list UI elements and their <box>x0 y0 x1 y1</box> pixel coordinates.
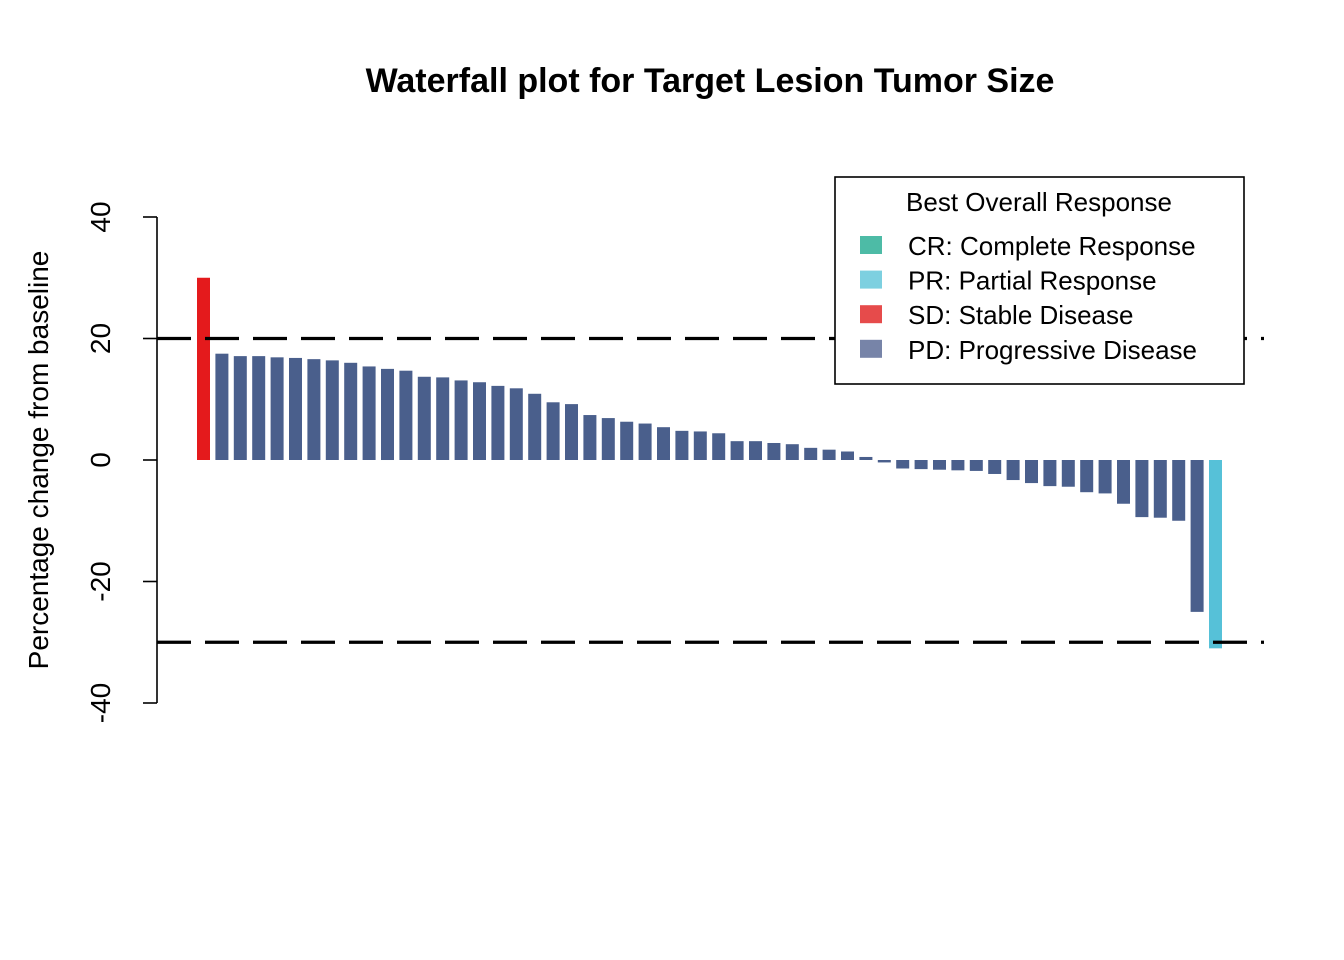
bar <box>473 382 486 460</box>
bar <box>399 370 413 460</box>
bar <box>1190 460 1204 612</box>
bar <box>270 357 284 460</box>
bar <box>528 393 542 460</box>
bar <box>215 353 229 460</box>
y-tick-label: -20 <box>85 561 116 601</box>
bar <box>933 460 946 470</box>
y-axis: 40 20 0 -20 -40 <box>85 201 158 723</box>
bar <box>1043 460 1057 487</box>
bar <box>693 431 707 460</box>
legend-swatch <box>860 236 882 254</box>
bar <box>1209 460 1222 649</box>
bar <box>233 356 247 460</box>
bar <box>601 418 615 460</box>
bar <box>436 377 450 460</box>
legend-label: CR: Complete Response <box>908 231 1196 261</box>
bar <box>307 359 321 460</box>
bar <box>657 427 670 460</box>
bar <box>252 356 266 460</box>
bar <box>1153 460 1167 518</box>
legend-label: SD: Stable Disease <box>908 300 1133 330</box>
bar <box>969 460 983 471</box>
bar <box>454 380 468 460</box>
bar <box>1025 460 1038 484</box>
bar <box>896 460 910 469</box>
legend-entries: CR: Complete Response PR: Partial Respons… <box>860 231 1197 365</box>
bar <box>1098 460 1112 494</box>
bar <box>822 449 836 460</box>
legend-box <box>834 176 1245 385</box>
chart-title: Waterfall plot for Target Lesion Tumor S… <box>366 62 1055 100</box>
bar <box>583 415 597 460</box>
y-tick-label: 20 <box>85 323 116 354</box>
bar <box>344 362 358 460</box>
legend-swatch <box>860 339 882 358</box>
legend-swatch <box>860 305 882 324</box>
bar <box>197 277 210 460</box>
bar <box>362 366 376 460</box>
bar <box>730 441 744 460</box>
bar <box>804 447 818 460</box>
legend-label: PR: Partial Response <box>908 266 1157 296</box>
bar <box>509 388 523 460</box>
bar <box>325 360 339 460</box>
bar <box>988 460 1002 474</box>
bar <box>1117 460 1130 504</box>
bar <box>417 376 431 460</box>
bar <box>620 421 634 460</box>
bar <box>565 404 578 460</box>
bar <box>1080 460 1094 493</box>
bar <box>749 441 762 460</box>
bar <box>1061 460 1075 487</box>
bar <box>859 456 873 460</box>
y-tick-label: -40 <box>85 683 116 723</box>
bar <box>289 357 302 460</box>
bar <box>951 460 965 471</box>
bars-group <box>197 277 1222 649</box>
y-tick-label: 0 <box>85 452 116 468</box>
bar <box>877 460 891 463</box>
bar <box>491 385 505 460</box>
bar <box>675 430 689 460</box>
y-axis-label: Percentage change from baseline <box>23 251 54 670</box>
bar <box>841 451 854 460</box>
bar <box>546 402 560 460</box>
legend: Best Overall Response CR: Complete Respo… <box>834 176 1245 385</box>
legend-title: Best Overall Response <box>906 187 1172 217</box>
bar <box>381 368 394 461</box>
y-tick-label: 40 <box>85 201 116 232</box>
legend-swatch <box>860 270 882 289</box>
bar <box>1135 460 1149 518</box>
legend-label: PD: Progressive Disease <box>908 335 1197 365</box>
bar <box>767 442 781 460</box>
bar <box>638 423 652 460</box>
bar <box>914 460 928 470</box>
bar <box>1006 460 1020 481</box>
bar <box>1172 460 1186 521</box>
bar <box>785 444 799 460</box>
bar <box>712 433 726 460</box>
